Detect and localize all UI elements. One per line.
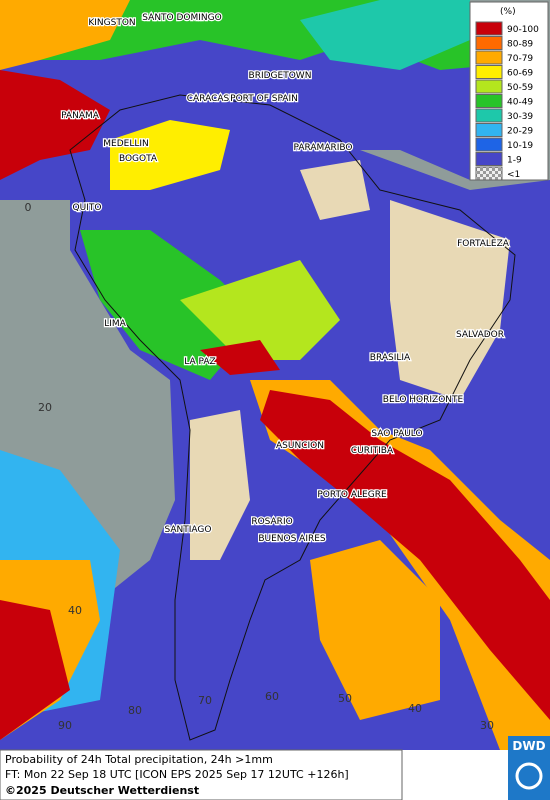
footer: Probability of 24h Total precipitation, …: [0, 736, 550, 800]
city-label: PORTO ALEGRE: [317, 490, 387, 500]
legend-label: 40-49: [507, 98, 533, 108]
city-label: MEDELLIN: [103, 139, 148, 149]
lon-label: 30: [480, 719, 494, 732]
city-label: BOGOTA: [119, 154, 158, 164]
legend-label: 20-29: [507, 127, 533, 137]
legend-swatch: [475, 50, 503, 65]
precip-field: [0, 0, 550, 750]
city-label: BRASILIA: [370, 353, 411, 363]
city-label: PANAMA: [61, 111, 100, 121]
lon-label: 40: [408, 702, 422, 715]
legend-label: 90-100: [507, 25, 539, 35]
footer-box: [0, 749, 403, 800]
legend-label: 10-19: [507, 141, 533, 151]
legend-swatch: [475, 79, 503, 94]
city-label: CURITIBA: [351, 446, 394, 456]
legend-label: 70-79: [507, 54, 533, 64]
city-label: SANTO DOMINGO: [142, 13, 221, 23]
lat-label: 20: [38, 401, 52, 414]
city-label: QUITO: [73, 203, 102, 213]
city-label: CARACAS: [187, 94, 230, 104]
city-label: LIMA: [104, 319, 126, 329]
lon-label: 50: [338, 692, 352, 705]
lon-label: 80: [128, 704, 142, 717]
coastline: [69, 94, 516, 741]
city-label: BRIDGETOWN: [249, 71, 312, 81]
legend-label: 50-59: [507, 83, 533, 93]
legend-swatch: [475, 108, 503, 123]
legend-swatch: [475, 65, 503, 79]
logo-icon: [515, 762, 543, 790]
city-label: LA PAZ: [184, 357, 215, 367]
lat-label: 40: [68, 604, 82, 617]
footer-line: FT: Mon 22 Sep 18 UTC [ICON EPS 2025 Sep…: [5, 768, 349, 781]
legend-label: 1-9: [507, 156, 522, 166]
city-labels: KINGSTON SANTO DOMINGO BRIDGETOWN CARACA…: [60, 12, 511, 546]
legend: (%) 90-100 80-89 70-79 60-69 50-59 40-49 30-39…: [469, 1, 549, 181]
legend-title: (%): [500, 7, 516, 17]
legend-label: 80-89: [507, 40, 533, 50]
legend-swatch: [475, 123, 503, 137]
legend-swatch: [475, 166, 503, 181]
city-label: SALVADOR: [456, 330, 504, 340]
city-label: FORTALEZA: [457, 239, 510, 249]
city-label: ASUNCION: [276, 441, 324, 451]
lon-label: 90: [58, 719, 72, 732]
city-label: ROSARIO: [251, 517, 292, 527]
lat-label: 0: [25, 201, 32, 214]
legend-swatch: [475, 137, 503, 152]
city-label: SAO PAULO: [371, 429, 422, 439]
lon-label: 70: [198, 694, 212, 707]
legend-label: <1: [507, 170, 520, 180]
grid-labels: 0 20 40 90 80 70 60 50 40 30: [25, 201, 495, 732]
legend-swatch: [475, 94, 503, 108]
city-label: BUENOS AIRES: [258, 534, 326, 544]
legend-swatch: [475, 152, 503, 166]
legend-label: 30-39: [507, 112, 533, 122]
legend-swatch: [475, 36, 503, 50]
footer-line: Probability of 24h Total precipitation, …: [5, 753, 273, 766]
city-label: KINGSTON: [88, 18, 135, 28]
legend-label: 60-69: [507, 69, 533, 79]
footer-line: ©2025 Deutscher Wetterdienst: [5, 784, 199, 797]
city-label: PORT OF SPAIN: [230, 94, 298, 104]
legend-swatch: [475, 21, 503, 36]
city-label: SANTIAGO: [165, 525, 212, 535]
city-label: PARAMARIBO: [294, 143, 353, 153]
city-label: BELO HORIZONTE: [383, 395, 464, 405]
logo-text: DWD: [512, 739, 545, 753]
lon-label: 60: [265, 690, 279, 703]
